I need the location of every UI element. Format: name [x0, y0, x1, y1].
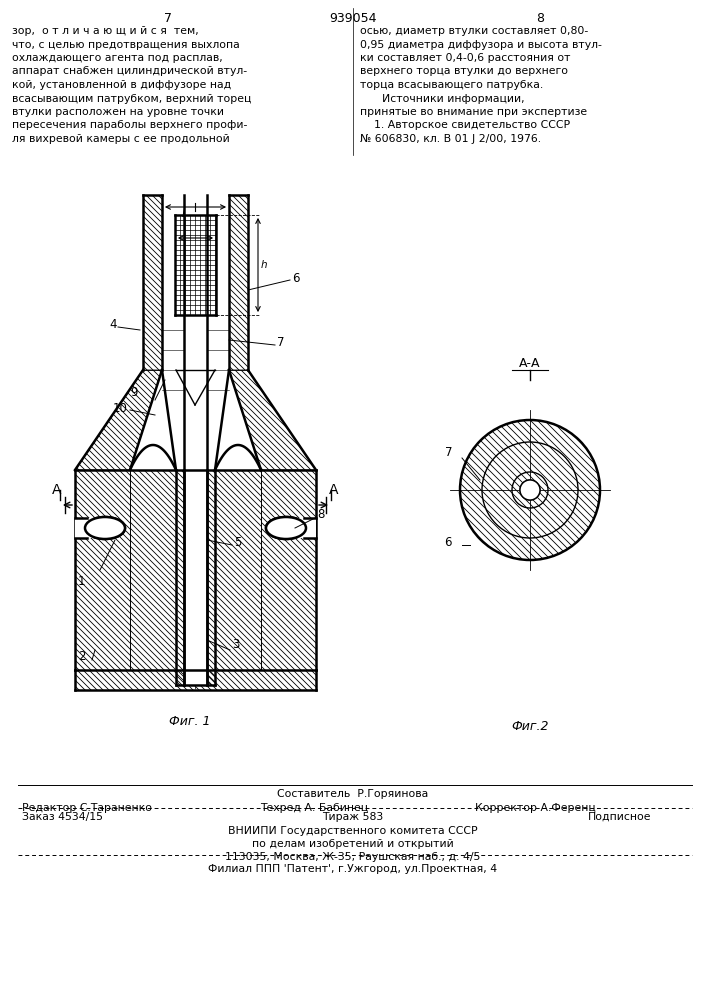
Text: 10: 10	[113, 401, 128, 414]
Text: 7: 7	[445, 446, 452, 458]
Text: A: A	[329, 483, 339, 497]
Text: втулки расположен на уровне точки: втулки расположен на уровне точки	[12, 107, 224, 117]
Text: d: d	[185, 240, 192, 250]
Text: 8: 8	[317, 508, 325, 522]
Text: 7: 7	[277, 336, 284, 349]
Circle shape	[520, 480, 540, 500]
Bar	[130, 470, 261, 670]
Ellipse shape	[85, 517, 125, 539]
Text: 8: 8	[536, 12, 544, 25]
Text: ки составляет 0,4-0,6 расстояния от: ки составляет 0,4-0,6 расстояния от	[360, 53, 571, 63]
Text: что, с целью предотвращения выхлопа: что, с целью предотвращения выхлопа	[12, 39, 240, 49]
Text: № 606830, кл. В 01 J 2/00, 1976.: № 606830, кл. В 01 J 2/00, 1976.	[360, 134, 541, 144]
Bar	[75, 518, 105, 538]
Text: 1: 1	[78, 575, 86, 588]
Text: 0,95 диаметра диффузора и высота втул-: 0,95 диаметра диффузора и высота втул-	[360, 39, 602, 49]
Text: Тираж 583: Тираж 583	[322, 812, 384, 822]
Bar	[286, 518, 316, 538]
Text: А-А: А-А	[519, 357, 541, 370]
Text: Фиг.2: Фиг.2	[511, 720, 549, 733]
Text: пересечения параболы верхнего профи-: пересечения параболы верхнего профи-	[12, 120, 247, 130]
Text: осью, диаметр втулки составляет 0,80-: осью, диаметр втулки составляет 0,80-	[360, 26, 588, 36]
Text: по делам изобретений и открытий: по делам изобретений и открытий	[252, 839, 454, 849]
Text: Заказ 4534/15: Заказ 4534/15	[22, 812, 103, 822]
Text: 1. Авторское свидетельство СССР: 1. Авторское свидетельство СССР	[360, 120, 570, 130]
Text: Техред А. Бабинец: Техред А. Бабинец	[260, 803, 368, 813]
Text: 3: 3	[232, 639, 240, 652]
Text: охлаждающего агента под расплав,: охлаждающего агента под расплав,	[12, 53, 223, 63]
Text: 7: 7	[164, 12, 172, 25]
Text: торца всасывающего патрубка.: торца всасывающего патрубка.	[360, 80, 543, 90]
Ellipse shape	[266, 517, 306, 539]
Text: 6: 6	[445, 536, 452, 548]
Text: ля вихревой камеры с ее продольной: ля вихревой камеры с ее продольной	[12, 134, 230, 144]
Text: верхнего торца втулки до верхнего: верхнего торца втулки до верхнего	[360, 66, 568, 77]
Text: A: A	[52, 483, 62, 497]
Text: зор,  о т л и ч а ю щ и й с я  тем,: зор, о т л и ч а ю щ и й с я тем,	[12, 26, 199, 36]
Text: Составитель  Р.Горяинова: Составитель Р.Горяинова	[277, 789, 428, 799]
Text: ВНИИПИ Государственного комитета СССР: ВНИИПИ Государственного комитета СССР	[228, 826, 478, 836]
Text: D: D	[182, 209, 190, 219]
Text: аппарат снабжен цилиндрической втул-: аппарат снабжен цилиндрической втул-	[12, 66, 247, 77]
Text: Фиг. 1: Фиг. 1	[169, 715, 211, 728]
Text: 9: 9	[131, 385, 138, 398]
Text: Редактор С.Тараненко: Редактор С.Тараненко	[22, 803, 152, 813]
Text: 939054: 939054	[329, 12, 377, 25]
Text: всасывающим патрубком, верхний торец: всасывающим патрубком, верхний торец	[12, 94, 252, 104]
Ellipse shape	[266, 517, 306, 539]
Text: Филиал ППП 'Патент', г.Ужгород, ул.Проектная, 4: Филиал ППП 'Патент', г.Ужгород, ул.Проек…	[209, 864, 498, 874]
Text: 113035, Москва, Ж-35, Раушская наб., д. 4/5: 113035, Москва, Ж-35, Раушская наб., д. …	[226, 852, 481, 862]
Text: принятые во внимание при экспертизе: принятые во внимание при экспертизе	[360, 107, 587, 117]
Text: h: h	[261, 260, 268, 270]
Text: кой, установленной в диффузоре над: кой, установленной в диффузоре над	[12, 80, 231, 90]
Text: 6: 6	[292, 271, 300, 284]
Ellipse shape	[85, 517, 125, 539]
Bar	[184, 195, 207, 685]
Text: 2: 2	[78, 650, 86, 663]
Text: Корректор А.Ференц: Корректор А.Ференц	[475, 803, 596, 813]
Text: Источники информации,: Источники информации,	[368, 94, 525, 104]
Text: 5: 5	[234, 536, 241, 548]
Text: Подписное: Подписное	[588, 812, 652, 822]
Text: 4: 4	[110, 318, 117, 332]
